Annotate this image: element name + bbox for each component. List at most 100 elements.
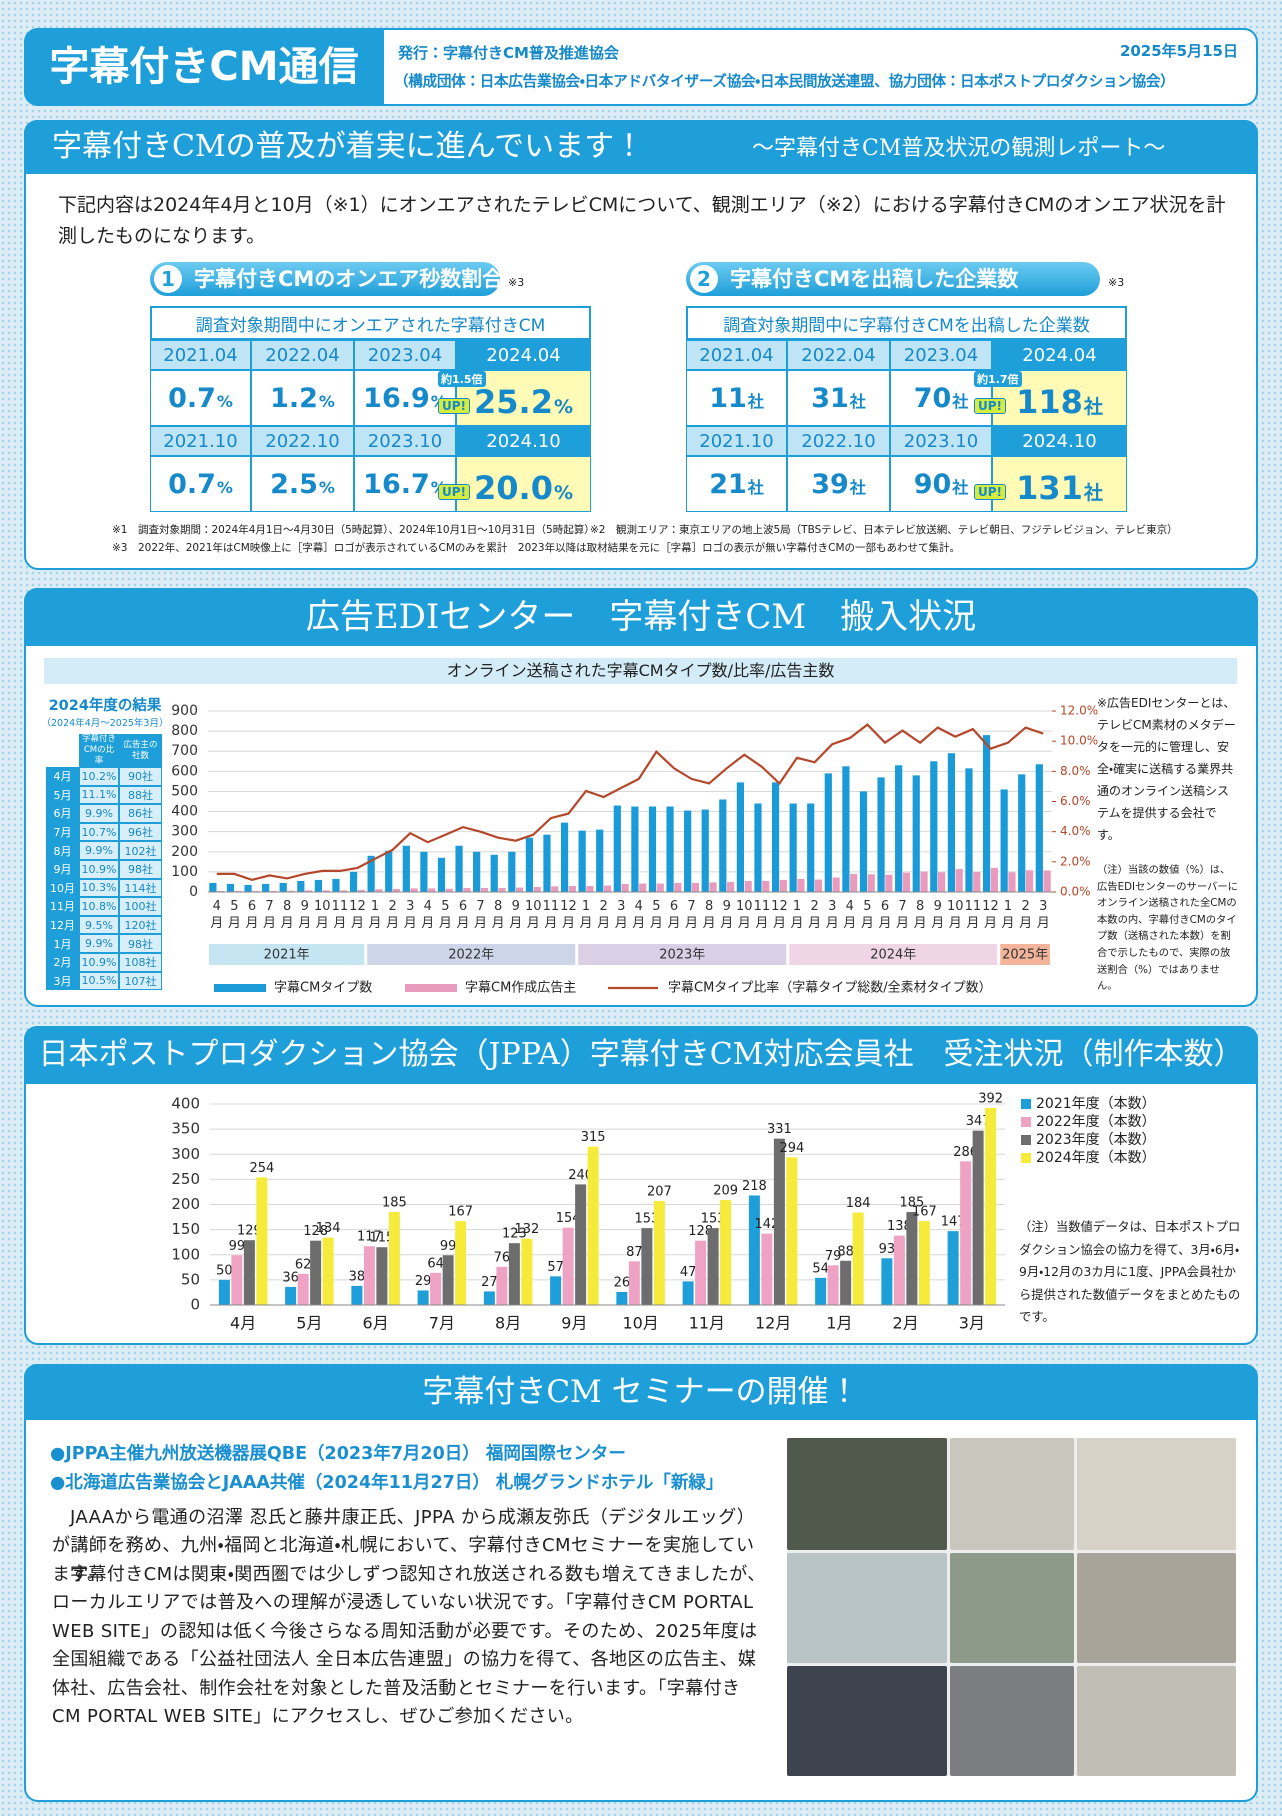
bar xyxy=(748,1195,760,1305)
year-label: 2024年 xyxy=(870,948,916,963)
y2-tick-label: 6.0% xyxy=(1060,794,1091,808)
summary-header: 字幕付きCMの比率 xyxy=(79,734,119,767)
data-label: 209 xyxy=(713,1183,738,1198)
bar xyxy=(709,882,717,892)
data-label: 153 xyxy=(634,1212,659,1227)
x-tick-label: 1月 xyxy=(826,1314,852,1333)
bar xyxy=(973,871,981,892)
footnote: ※1 調査対象期間：2024年4月1日〜4月30日（5時起算）、2024年10月… xyxy=(112,524,595,536)
summary-cell: 10.3% xyxy=(79,878,119,898)
bar xyxy=(262,883,270,892)
legend-label: 2024年度（本数） xyxy=(1036,1150,1156,1166)
summary-month: 10月 xyxy=(46,878,79,898)
value-unit: 社 xyxy=(849,478,866,497)
bar xyxy=(779,879,787,892)
bar xyxy=(754,803,762,892)
y-tick-label: 350 xyxy=(171,1120,200,1138)
bar xyxy=(437,857,446,892)
y-tick-label: 250 xyxy=(171,1170,200,1188)
table-caption: 調査対象期間中に字幕付きCMを出稿した企業数 xyxy=(686,306,1127,340)
year-band xyxy=(209,944,365,965)
bar xyxy=(287,890,295,892)
period-header: 2023.04 xyxy=(354,340,456,370)
data-label: 64 xyxy=(427,1256,444,1271)
summary-month: 11月 xyxy=(46,897,79,916)
legend-label: 2021年度（本数） xyxy=(1036,1096,1156,1112)
y2-tick-label: 2.0% xyxy=(1060,854,1091,868)
value-cell: 2.5% xyxy=(251,456,354,512)
data-label: 128 xyxy=(688,1224,713,1239)
bar xyxy=(442,1255,454,1305)
summary-header: 広告主の社数 xyxy=(119,734,162,767)
bar xyxy=(575,1184,587,1305)
bar xyxy=(918,1221,930,1305)
photo xyxy=(950,1553,1074,1663)
data-label: 142 xyxy=(754,1217,779,1232)
panel-pill xyxy=(686,262,1100,296)
data-label: 207 xyxy=(647,1184,672,1199)
period-header: 2022.10 xyxy=(787,426,890,456)
period-header: 2021.10 xyxy=(150,426,251,456)
bar xyxy=(417,1290,429,1305)
data-label: 38 xyxy=(349,1269,366,1284)
bar xyxy=(641,1228,653,1305)
bar xyxy=(684,810,692,892)
seminar-paragraph: 字幕付きCMは関東・関西圏では少しずつ認知され放送される数も増えてきましたが、ロ… xyxy=(52,1564,766,1728)
data-label: 87 xyxy=(626,1245,643,1260)
data-label: 154 xyxy=(556,1211,581,1226)
legend-label: 字幕CMタイプ数 xyxy=(274,981,372,996)
photo xyxy=(1077,1438,1236,1550)
line xyxy=(216,723,1044,882)
edi-chart-title: オンライン送稿された字幕CMタイプ数/比率/広告主数 xyxy=(44,658,1237,684)
y2-tick-label: 0.0% xyxy=(1060,885,1091,899)
bar xyxy=(859,791,868,892)
y-tick-label: 600 xyxy=(171,763,198,779)
bar xyxy=(349,871,358,892)
data-label: 185 xyxy=(899,1196,924,1211)
bar xyxy=(410,888,418,892)
bar xyxy=(972,1130,984,1305)
report-subtitle: 〜字幕付きCM普及状況の観測レポート〜 xyxy=(752,136,1166,161)
bar xyxy=(628,1261,640,1305)
x-tick-label: 8月 xyxy=(495,1314,521,1333)
bar xyxy=(314,879,322,892)
bar xyxy=(881,1258,893,1305)
bar xyxy=(483,1291,495,1305)
y-tick-label: 500 xyxy=(171,783,198,799)
summary-cell: 114社 xyxy=(119,878,162,898)
bar xyxy=(1035,764,1043,892)
footnote: ※2 観測エリア：東京エリアの地上波5局（TBSテレビ、日本テレビ放送網、テレビ… xyxy=(590,524,1178,536)
bar xyxy=(691,882,700,892)
value-unit: 社 xyxy=(1083,396,1103,418)
data-label: 26 xyxy=(614,1275,631,1290)
value-unit: % xyxy=(553,396,573,418)
data-label: 99 xyxy=(229,1239,246,1254)
bar xyxy=(533,886,541,892)
footnote: ※3 2022年、2021年はCM映像上に［字幕］ロゴが表示されているCMのみを… xyxy=(112,542,960,554)
value-number: 2.5 xyxy=(270,469,318,500)
bar xyxy=(587,1146,599,1305)
photo xyxy=(1077,1666,1236,1776)
x-tick-label: 6月 xyxy=(363,1314,389,1333)
period-header: 2021.04 xyxy=(686,340,787,370)
data-label: 132 xyxy=(514,1222,539,1237)
data-label: 27 xyxy=(481,1275,498,1290)
x-tick-label: 12月 xyxy=(755,1314,791,1333)
seminar-event: ●JPPA主催九州放送機器展QBE（2023年7月20日） 福岡国際センター xyxy=(50,1444,626,1464)
bar xyxy=(543,834,551,892)
